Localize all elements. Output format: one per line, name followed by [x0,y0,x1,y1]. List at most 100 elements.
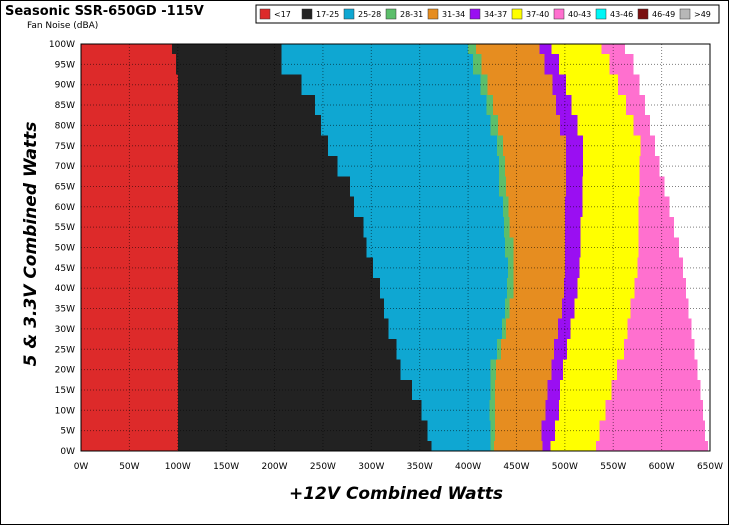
x-tick-label: 100W [165,462,191,472]
band-40-43 [611,379,701,401]
y-tick-label: 35W [55,305,75,315]
x-axis-label: +12V Combined Watts [289,484,503,504]
x-tick-labels: 0W 50W 100W 150W 200W 250W 300W 350W 400W 450W 500… [74,462,723,472]
band-40-43 [633,115,651,136]
legend-label: 25-28 [358,10,381,19]
x-tick-label: 250W [310,462,336,472]
band-28-31 [504,237,514,258]
legend-label: >49 [694,10,711,19]
band-25-28 [421,400,490,421]
band-28-31 [501,318,506,340]
y-tick-label: 100W [49,40,75,50]
band-31-34 [508,196,565,217]
band-34-37 [565,176,583,197]
legend-swatch [679,8,691,20]
band-25-28 [281,54,473,75]
band-25-28 [327,135,498,156]
band-40-43 [618,74,640,95]
band-17-25 [177,155,338,177]
band-17-25 [177,359,401,380]
legend-label: <17 [274,10,291,19]
band-25-28 [350,176,500,197]
legend-swatch [385,8,397,20]
band-37-40 [582,176,640,197]
y-tick-label: 95W [55,60,75,70]
band-40-43 [630,298,689,319]
band-17-25 [177,298,384,319]
x-tick-label: 450W [503,462,529,472]
band-37-40 [555,420,600,441]
band-28-31 [497,339,501,360]
band-34-37 [554,339,567,360]
band-25-28 [388,318,502,340]
legend-label: 40-43 [568,10,591,19]
band-34-37 [551,359,563,380]
legend-label: 37-40 [526,10,549,19]
y-tick-label: 65W [55,182,75,192]
band-37-40 [574,298,631,319]
band-below-17 [81,440,178,451]
band-31-34 [495,420,542,441]
band-31-34 [504,155,566,177]
band-17-25 [177,400,422,421]
band-25-28 [363,216,504,238]
band-40-43 [638,216,675,238]
band-37-40 [550,440,596,451]
x-tick-label: 0W [74,462,89,472]
band-17-25 [177,176,351,197]
y-tick-label: 60W [55,203,75,213]
band-28-31 [499,176,506,197]
band-28-31 [490,359,497,380]
y-tick-label: 75W [55,142,75,152]
band-37-40 [579,257,638,279]
band-25-28 [400,359,491,380]
band-25-28 [380,278,507,299]
x-tick-label: 150W [213,462,239,472]
band-31-34 [505,176,566,197]
chart-title: Seasonic SSR-650GD -115V [5,4,204,19]
y-tick-label: 5W [60,427,75,437]
band-37-40 [551,44,602,55]
band-31-34 [513,278,564,299]
x-tick-label: 200W [261,462,287,472]
band-below-17 [81,54,176,75]
y-tick-label: 20W [55,366,75,376]
y-tick-label: 80W [55,121,75,131]
x-tick-label: 350W [407,462,433,472]
band-31-34 [475,44,540,55]
legend-label: 34-37 [484,10,507,19]
band-34-37 [552,74,566,95]
band-28-31 [497,135,503,156]
y-axis-label: 5 & 3.3V Combined Watts [21,122,41,367]
legend-swatch [427,8,439,20]
legend-swatch [595,8,607,20]
band-31-34 [509,298,562,319]
band-40-43 [627,318,692,340]
band-37-40 [577,278,635,299]
y-tick-label: 15W [55,386,75,396]
legend-swatch [511,8,523,20]
band-17-25 [177,196,354,217]
band-40-43 [638,196,670,217]
band-34-37 [564,216,581,238]
band-25-28 [281,44,469,55]
band-25-28 [411,379,491,401]
band-34-37 [565,135,584,156]
y-tick-label: 70W [55,162,75,172]
y-tick-label: 30W [55,325,75,335]
band-31-34 [494,440,543,451]
band-31-34 [500,339,555,360]
x-tick-label: 500W [552,462,578,472]
y-tick-label: 10W [55,406,75,416]
y-tick-label: 40W [55,284,75,294]
band-37-40 [577,115,634,136]
band-25-28 [315,94,487,116]
band-31-34 [495,379,548,401]
band-37-40 [583,155,640,177]
band-17-25 [177,74,302,95]
band-31-34 [496,359,552,380]
band-17-25 [171,44,282,55]
band-28-31 [503,216,510,238]
band-31-34 [493,94,557,116]
